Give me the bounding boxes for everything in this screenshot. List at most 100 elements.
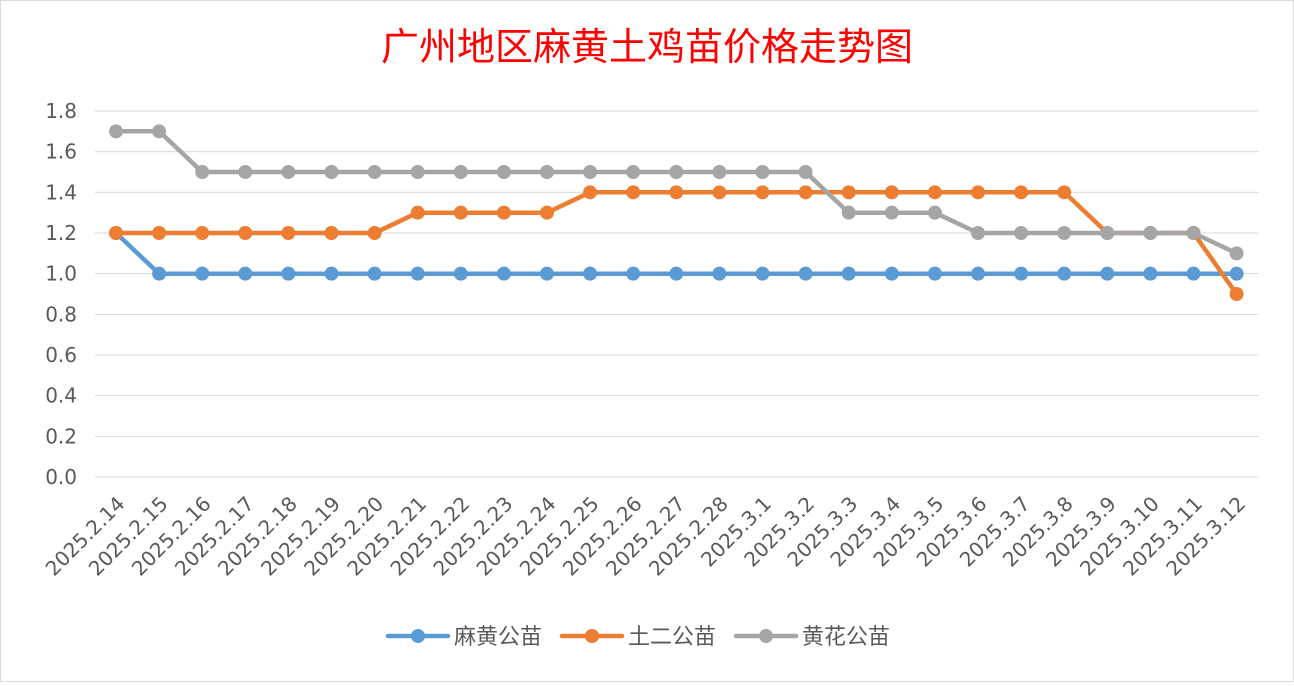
data-point	[884, 266, 899, 281]
data-point	[281, 226, 296, 240]
data-point	[367, 165, 382, 179]
data-point	[583, 185, 598, 200]
data-point	[109, 124, 123, 139]
data-point	[152, 226, 167, 240]
y-tick-label: 0.2	[45, 424, 77, 448]
data-point	[496, 205, 511, 220]
data-point	[152, 124, 167, 139]
data-point	[626, 165, 641, 179]
y-tick-label: 1.0	[45, 262, 77, 286]
y-axis-ticks: 0.0 0.2 0.4 0.6 0.8 1.0 1.2 1.4 1.6 1.8	[45, 99, 77, 489]
data-point	[1057, 266, 1072, 281]
data-point	[755, 185, 770, 200]
data-point	[540, 266, 554, 281]
legend-label: 麻黄公苗	[454, 625, 542, 650]
legend-item: 黄花公苗	[733, 625, 890, 650]
series-3	[109, 124, 1244, 261]
data-point	[453, 266, 468, 281]
data-point	[1014, 266, 1029, 281]
data-point	[324, 165, 339, 179]
data-point	[841, 205, 856, 220]
data-point	[583, 266, 598, 281]
legend-label: 黄花公苗	[802, 625, 890, 650]
data-point	[540, 205, 554, 220]
data-point	[626, 185, 641, 200]
data-point	[109, 226, 123, 240]
data-point	[798, 185, 813, 200]
legend: 麻黄公苗 土二公苗 黄花公苗	[385, 625, 890, 650]
data-point	[367, 266, 382, 281]
data-point	[669, 165, 684, 179]
data-point	[884, 185, 899, 200]
y-tick-label: 1.2	[45, 221, 77, 245]
data-point	[195, 165, 210, 179]
data-point	[324, 266, 339, 281]
legend-marker	[411, 629, 425, 643]
data-point	[1057, 226, 1072, 240]
data-point	[884, 205, 899, 220]
data-point	[152, 266, 167, 281]
data-point	[971, 226, 985, 240]
data-point	[324, 226, 339, 240]
data-point	[712, 185, 727, 200]
data-point	[1229, 246, 1244, 261]
y-tick-label: 0.4	[45, 384, 77, 408]
data-point	[496, 165, 511, 179]
data-point	[755, 266, 770, 281]
data-point	[712, 165, 727, 179]
data-point	[195, 226, 210, 240]
y-tick-label: 1.8	[45, 99, 77, 123]
data-point	[195, 266, 210, 281]
data-point	[1100, 226, 1115, 240]
y-tick-label: 1.4	[45, 180, 77, 204]
data-point	[367, 226, 382, 240]
data-point	[540, 165, 554, 179]
y-tick-label: 0.8	[45, 302, 77, 326]
data-point	[755, 165, 770, 179]
data-point	[1229, 266, 1244, 281]
data-point	[281, 165, 296, 179]
data-point	[927, 185, 942, 200]
data-point	[238, 226, 253, 240]
data-point	[1186, 226, 1201, 240]
y-tick-label: 0.0	[45, 465, 77, 489]
chart-title: 广州地区麻黄土鸡苗价格走势图	[381, 25, 913, 69]
data-point	[410, 266, 425, 281]
data-point	[1014, 185, 1029, 200]
data-point	[1143, 266, 1158, 281]
data-point	[281, 266, 296, 281]
data-point	[453, 165, 468, 179]
legend-marker	[585, 629, 599, 643]
legend-item: 土二公苗	[559, 625, 716, 650]
y-tick-label: 0.6	[45, 343, 77, 367]
data-point	[583, 165, 598, 179]
data-point	[1186, 266, 1201, 281]
y-tick-label: 1.6	[45, 140, 77, 164]
data-point	[841, 185, 856, 200]
data-point	[798, 165, 813, 179]
data-point	[927, 266, 942, 281]
data-point	[669, 185, 684, 200]
series-lines	[109, 124, 1244, 301]
data-point	[496, 266, 511, 281]
data-point	[712, 266, 727, 281]
legend-marker	[759, 629, 773, 643]
data-point	[410, 165, 425, 179]
legend-item: 麻黄公苗	[385, 625, 542, 650]
data-point	[1100, 266, 1115, 281]
data-point	[238, 266, 253, 281]
data-point	[626, 266, 641, 281]
data-point	[1057, 185, 1072, 200]
data-point	[927, 205, 942, 220]
data-point	[971, 185, 985, 200]
data-point	[410, 205, 425, 220]
data-point	[453, 205, 468, 220]
data-point	[1229, 287, 1244, 301]
data-point	[798, 266, 813, 281]
data-point	[669, 266, 684, 281]
data-point	[238, 165, 253, 179]
data-point	[1143, 226, 1158, 240]
